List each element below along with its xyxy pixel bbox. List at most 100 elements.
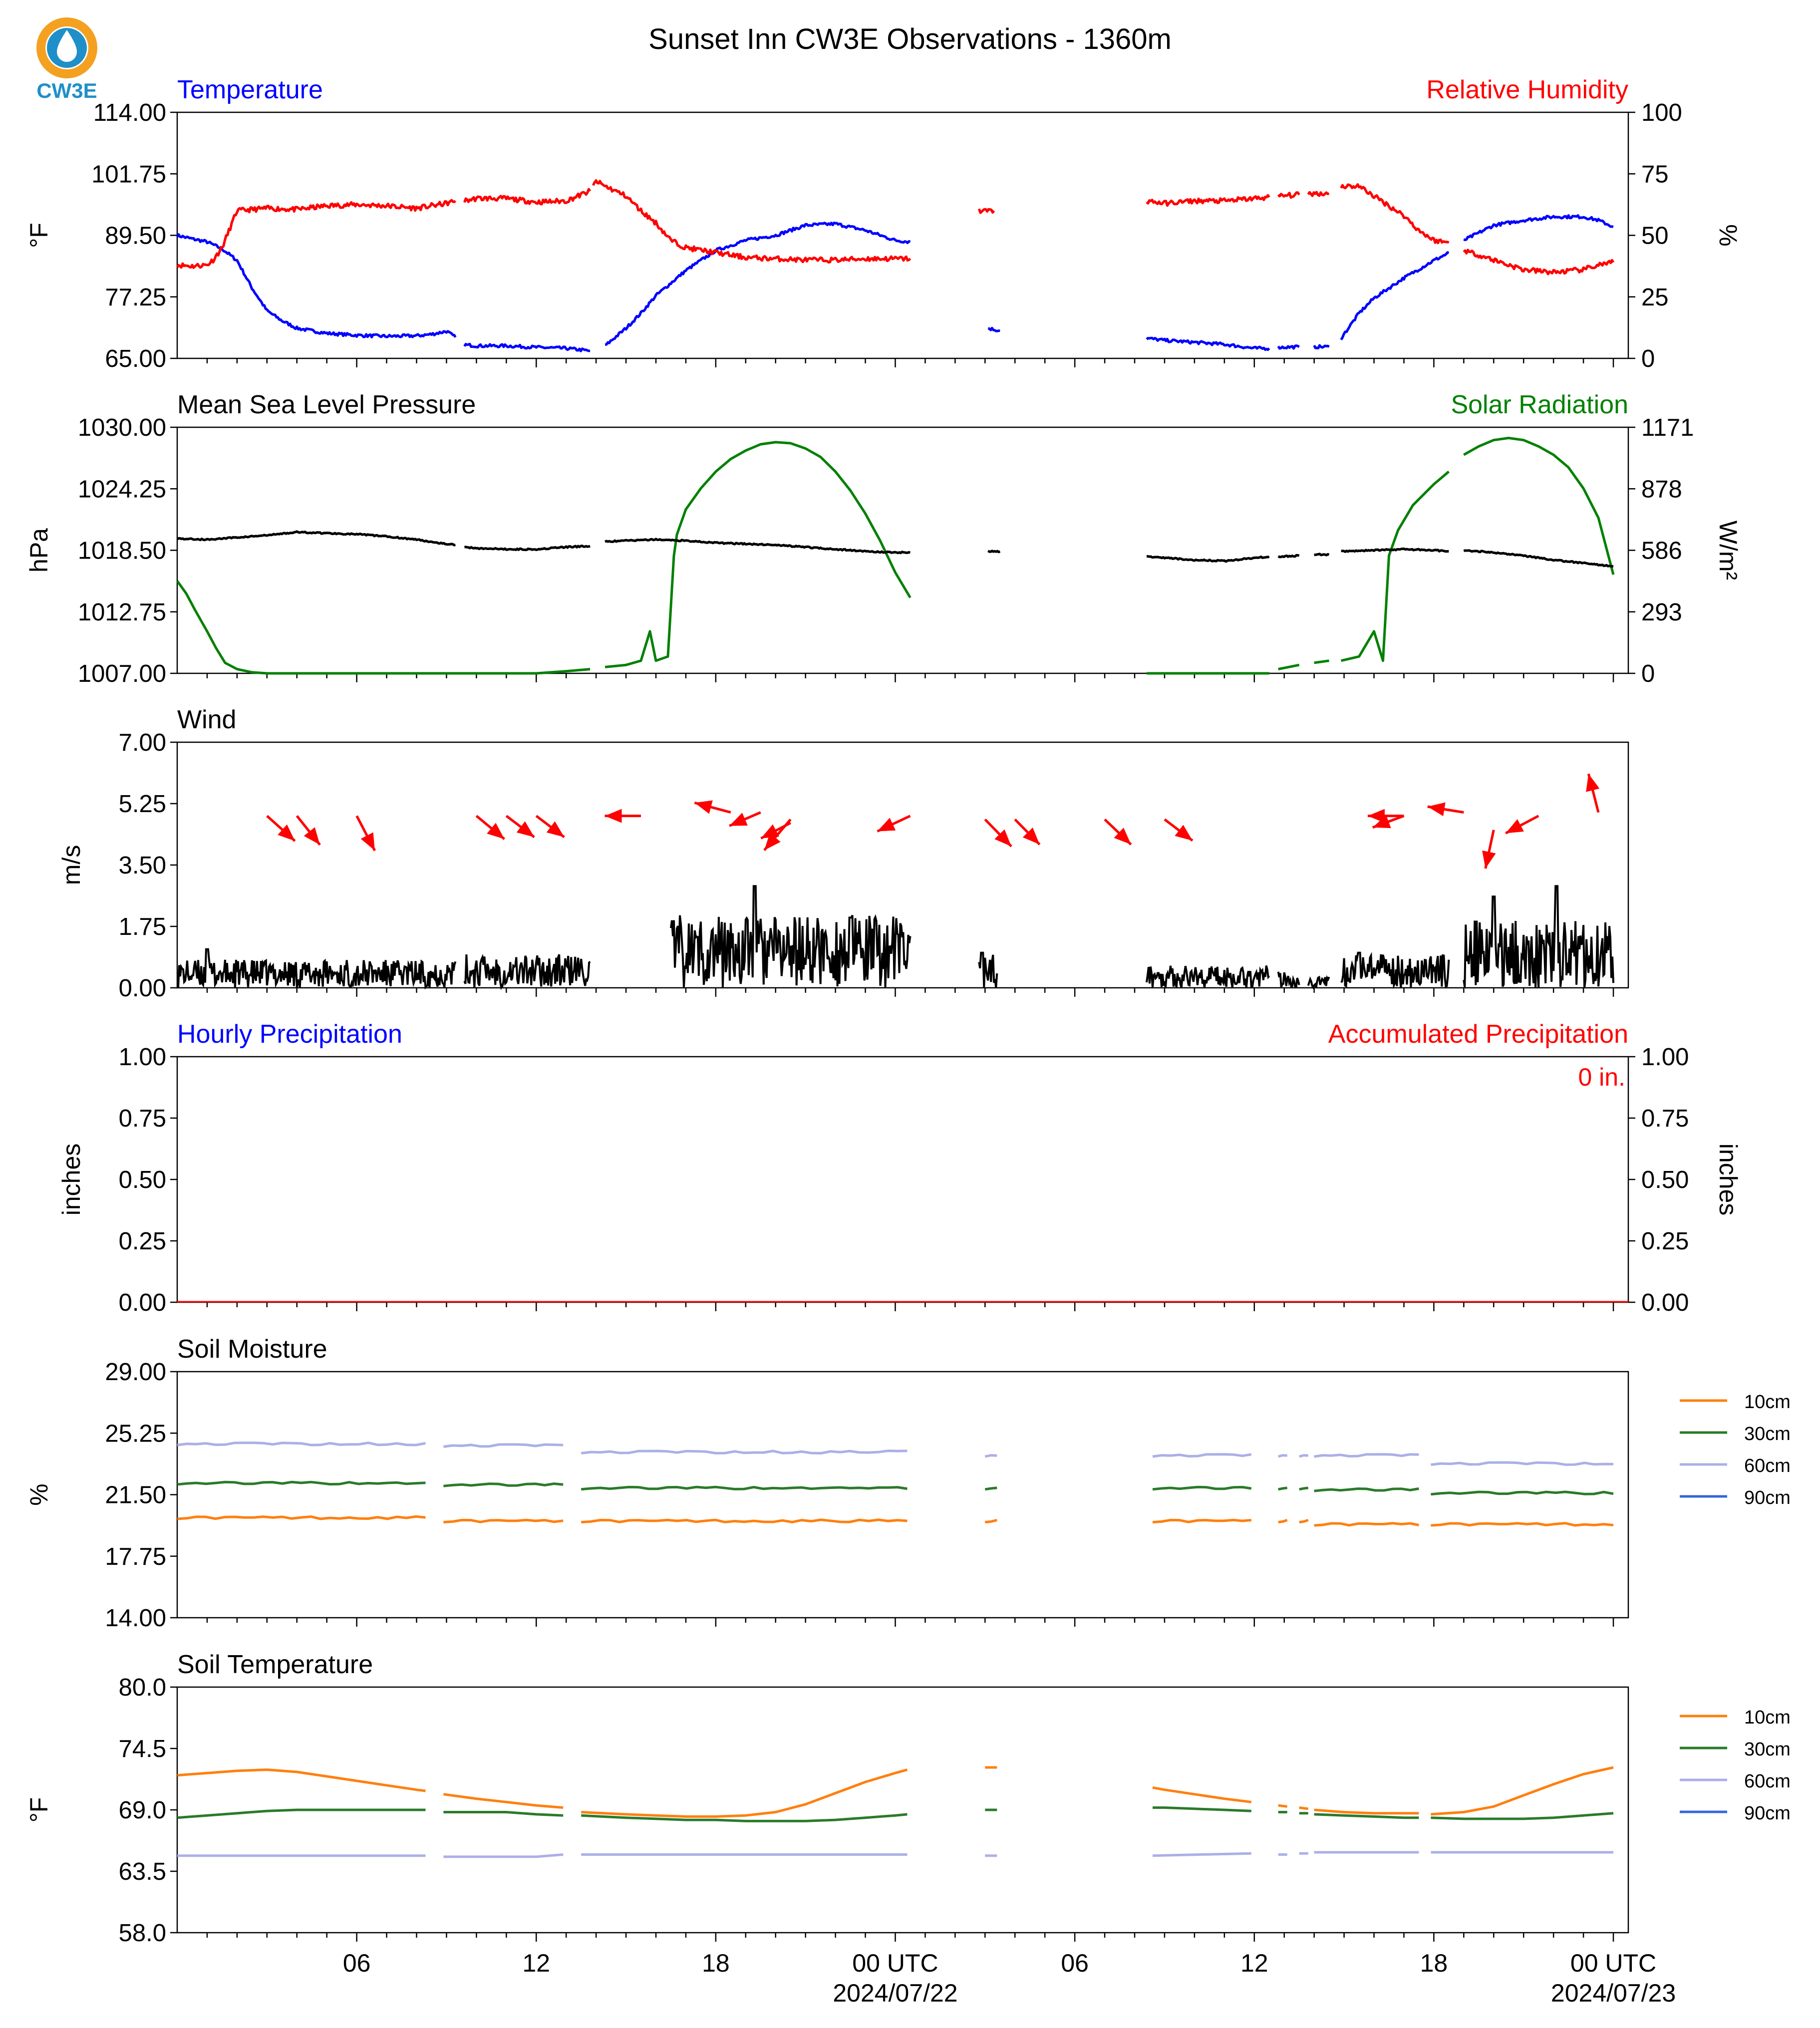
soil-temp-30cm-line: [1431, 1812, 1614, 1820]
soil-moisture-60cm-line: [177, 1441, 426, 1447]
solar-radiation-line: [1314, 659, 1329, 664]
legend: 10cm 30cm 60cm 90cm: [1680, 1707, 1791, 1824]
y-left-tick-label: 1.75: [119, 913, 166, 940]
wind-vector-arrow: [877, 815, 911, 833]
soil-temp-10cm-line: [443, 1793, 564, 1809]
legend-label: 60cm: [1744, 1455, 1791, 1476]
wind-vector-arrow: [760, 822, 791, 840]
wind-speed-line: [1307, 975, 1330, 990]
solar-radiation-line: [605, 441, 911, 668]
y-left-tick-label: 1007.00: [78, 660, 166, 687]
wind-vector-head: [761, 824, 780, 839]
y-left-axis-label: m/s: [57, 845, 85, 885]
wind-vector-arrow: [1505, 815, 1539, 835]
soil-moisture-10cm-line: [1314, 1522, 1419, 1527]
soil-moisture-10cm-line: [581, 1518, 908, 1524]
y-left-tick-label: 1024.25: [78, 476, 166, 503]
y-left-tick-label: 101.75: [91, 161, 166, 188]
wind-vector-head: [994, 829, 1012, 847]
panel-4: 29.00 25.25 21.50 17.75 14.00 Soil Moisture% 1…: [25, 1335, 1791, 1632]
y-left-tick-label: 14.00: [105, 1605, 166, 1632]
soil-moisture-10cm-line: [1278, 1519, 1288, 1524]
y-right-axis-label: %: [1714, 224, 1742, 246]
soil-moisture-60cm-line: [1431, 1461, 1614, 1466]
y-left-tick-label: 1030.00: [78, 414, 166, 441]
cw3e-logo: CW3E: [36, 17, 97, 102]
wind-vector-head: [1506, 819, 1524, 834]
temperature-line: [1146, 336, 1270, 351]
y-left-tick-label: 0.00: [119, 975, 166, 1002]
wind-vector-head: [1114, 828, 1131, 845]
panel-title-right: Relative Humidity: [1426, 75, 1628, 104]
relative-humidity-line: [1340, 183, 1450, 245]
x-tick-label: 00 UTC: [852, 1949, 938, 1977]
soil-moisture-30cm-line: [1152, 1485, 1252, 1491]
y-right-tick-label: 50: [1641, 223, 1669, 250]
y-left-tick-label: 17.75: [105, 1543, 166, 1570]
soil-moisture-60cm-line: [984, 1454, 997, 1458]
y-right-tick-label: 0.25: [1641, 1228, 1689, 1255]
y-left-tick-label: 77.25: [105, 284, 166, 311]
x-tick-label: 00 UTC: [1570, 1949, 1656, 1977]
soil-temp-10cm-line: [581, 1768, 908, 1818]
y-left-tick-label: 1012.75: [78, 599, 166, 626]
soil-temp-60cm-line: [443, 1853, 564, 1858]
wind-vector-head: [487, 823, 505, 839]
y-right-tick-label: 1.00: [1641, 1044, 1689, 1071]
wind-vector-head: [546, 821, 565, 838]
wind-vector-arrow: [355, 815, 376, 852]
legend-label: 30cm: [1744, 1739, 1791, 1760]
y-right-tick-label: 0.00: [1641, 1289, 1689, 1316]
logo-text: CW3E: [36, 79, 97, 102]
wind-vector-head: [1372, 815, 1391, 829]
soil-temp-10cm-line: [1299, 1806, 1309, 1810]
soil-moisture-10cm-line: [1152, 1518, 1252, 1524]
panel-title-right: Accumulated Precipitation: [1328, 1020, 1628, 1049]
y-left-tick-label: 1.00: [119, 1044, 166, 1071]
soil-temp-10cm-line: [177, 1768, 426, 1792]
panel-title-left: Hourly Precipitation: [177, 1020, 402, 1049]
pressure-line: [1463, 549, 1614, 568]
solar-radiation-line: [1341, 470, 1450, 662]
soil-temp-30cm-line: [1314, 1813, 1419, 1819]
wind-vector-arrow: [605, 809, 641, 823]
wind-vector-head: [729, 813, 748, 826]
y-left-tick-label: 114.00: [93, 99, 166, 126]
relative-humidity-line: [1463, 249, 1615, 276]
soil-moisture-60cm-line: [1278, 1454, 1287, 1458]
pressure-line: [464, 545, 591, 552]
temperature-line: [1340, 251, 1450, 341]
pressure-line: [1146, 555, 1270, 563]
relative-humidity-line: [592, 179, 911, 264]
soil-temp-10cm-line: [1431, 1766, 1614, 1816]
wind-vector-arrow: [1104, 818, 1132, 846]
y-left-axis-label: °F: [25, 1797, 53, 1823]
soil-moisture-30cm-line: [1314, 1487, 1419, 1492]
y-right-tick-label: 0: [1641, 660, 1655, 687]
y-left-tick-label: 21.50: [105, 1482, 166, 1509]
y-right-axis-label: W/m²: [1714, 521, 1742, 580]
y-left-tick-label: 25.25: [105, 1420, 166, 1447]
soil-moisture-30cm-line: [177, 1480, 426, 1486]
x-date-label: 2024/07/23: [1551, 1979, 1676, 2007]
wind-speed-line: [1463, 885, 1614, 988]
y-right-tick-label: 25: [1641, 284, 1669, 311]
wind-vector-head: [1367, 809, 1385, 823]
precip-total-annotation: 0 in.: [1578, 1063, 1625, 1091]
y-left-tick-label: 89.50: [105, 223, 166, 250]
y-right-tick-label: 878: [1641, 476, 1682, 503]
soil-temp-10cm-line: [1152, 1786, 1252, 1803]
y-left-tick-label: 0.00: [119, 1289, 166, 1316]
wind-vector-arrow: [1164, 818, 1194, 842]
soil-temp-30cm-line: [581, 1813, 908, 1822]
panel-5: 80.0 74.5 69.0 63.5 58.0 Soil Temperature °F 10…: [25, 1650, 1791, 1947]
y-left-tick-label: 29.00: [105, 1359, 166, 1386]
y-left-axis-label: °F: [25, 223, 53, 248]
solar-radiation-line: [1463, 437, 1615, 575]
relative-humidity-line: [1307, 191, 1330, 197]
y-left-axis-label: %: [25, 1483, 53, 1505]
logo-ring-icon: [36, 17, 97, 78]
wind-vector-head: [1427, 802, 1446, 817]
panel-title-left: Soil Temperature: [177, 1650, 373, 1679]
